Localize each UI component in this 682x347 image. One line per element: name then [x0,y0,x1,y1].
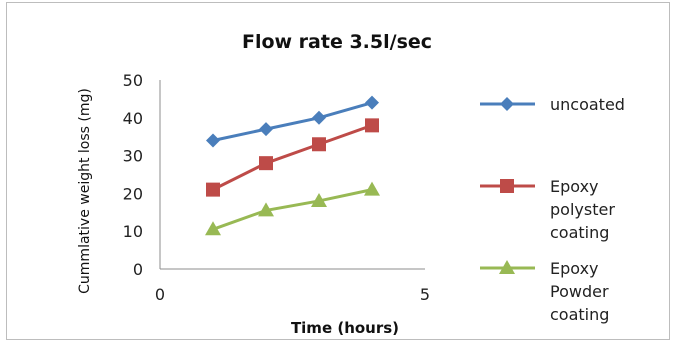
series-layer [205,95,380,236]
y-tick-label: 0 [133,260,143,279]
legend-swatch-marker [500,97,514,111]
legend-label: Epoxy polyster coating [550,177,615,242]
legend-label: uncoated [550,95,625,114]
chart-title: Flow rate 3.5l/sec [242,31,432,53]
legend-label-line: polyster [550,200,615,219]
y-tick-label: 50 [123,71,143,90]
data-point [312,110,326,125]
series-2 [206,118,379,197]
y-tick-label: 40 [123,109,143,128]
series-1 [206,95,379,148]
legend-label-line: coating [550,305,609,324]
legend-entry: Epoxy polyster coating [480,177,615,242]
y-tick-label: 20 [123,184,143,203]
data-point [311,192,327,207]
data-point [312,137,326,152]
data-point [258,202,274,217]
legend-swatch-marker [500,179,514,193]
y-tick-labels: 0 10 20 30 40 50 [123,71,143,279]
data-point [206,182,220,197]
x-tick-label: 0 [155,285,165,304]
legend-label-line: Powder [550,282,609,301]
legend-entry: uncoated [480,95,625,114]
y-tick-label: 30 [123,147,143,166]
y-axis-title: Cummlative weight loss (mg) [77,88,93,294]
legend-swatch-marker [499,260,515,274]
data-point [259,156,273,171]
data-point [206,133,220,148]
legend-label: Epoxy Powder coating [550,259,609,324]
y-tick-label: 10 [123,222,143,241]
legend: uncoated Epoxy polyster coating Epoxy Powder c… [480,95,625,324]
legend-entry: Epoxy Powder coating [480,259,609,324]
data-point [205,221,221,236]
series-3 [205,181,380,236]
series-line [212,101,373,142]
legend-label-line: Epoxy [550,259,599,278]
data-point [365,95,379,110]
x-tick-label: 5 [420,285,430,304]
data-point [364,181,380,196]
legend-label-line: coating [550,223,609,242]
series-line [212,123,373,191]
legend-label-line: Epoxy [550,177,599,196]
data-point [259,122,273,137]
x-axis-title: Time (hours) [291,319,399,337]
legend-label-line: uncoated [550,95,625,114]
data-point [365,118,379,133]
series-line [212,188,373,231]
